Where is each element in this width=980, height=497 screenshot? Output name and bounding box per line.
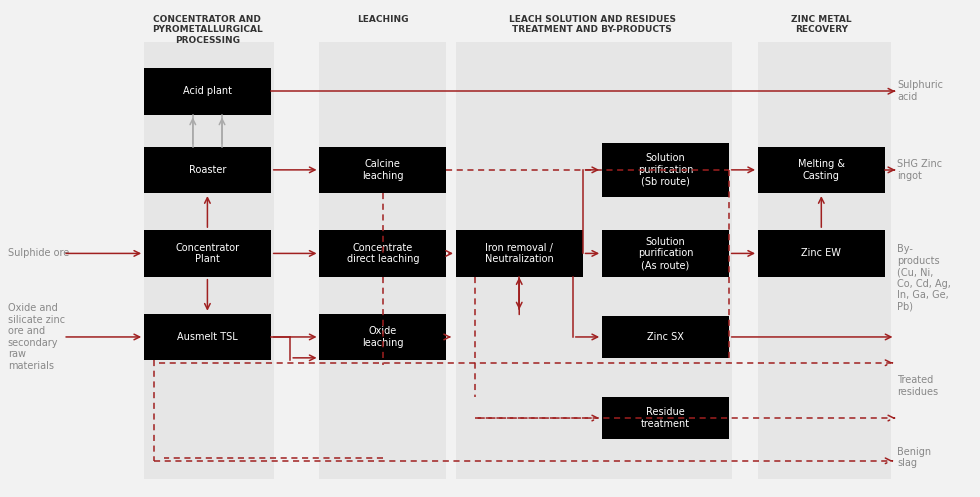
Text: Benign
slag: Benign slag (898, 447, 931, 468)
Text: Solution
purification
(As route): Solution purification (As route) (638, 237, 693, 270)
Bar (602, 397, 729, 439)
Bar (758, 147, 885, 193)
Text: Concentrator
Plant: Concentrator Plant (175, 243, 239, 264)
Bar (144, 42, 273, 480)
Bar (144, 147, 270, 193)
Bar (758, 230, 885, 277)
Text: Zinc SX: Zinc SX (647, 332, 684, 342)
Text: Oxide and
silicate zinc
ore and
secondary
raw
materials: Oxide and silicate zinc ore and secondar… (8, 303, 65, 371)
Bar (144, 68, 270, 115)
Bar (602, 143, 729, 197)
Bar (319, 147, 446, 193)
Bar (602, 316, 729, 358)
Text: Oxide
leaching: Oxide leaching (362, 326, 404, 348)
Bar (144, 230, 270, 277)
Text: Acid plant: Acid plant (183, 86, 232, 96)
Text: Sulphuric
acid: Sulphuric acid (898, 81, 944, 102)
Bar (456, 230, 582, 277)
Bar (144, 314, 270, 360)
Text: ZINC METAL
RECOVERY: ZINC METAL RECOVERY (791, 15, 852, 34)
Text: Residue
treatment: Residue treatment (641, 407, 690, 429)
Bar (602, 230, 729, 277)
Text: Melting &
Casting: Melting & Casting (798, 159, 845, 181)
Bar (319, 230, 446, 277)
Text: Calcine
leaching: Calcine leaching (362, 159, 404, 181)
Text: LEACHING: LEACHING (357, 15, 409, 24)
Bar (319, 42, 446, 480)
Bar (456, 42, 732, 480)
Text: Iron removal /
Neutralization: Iron removal / Neutralization (485, 243, 554, 264)
Text: Sulphide ore: Sulphide ore (8, 248, 69, 258)
Text: Roaster: Roaster (189, 165, 226, 175)
Bar (319, 314, 446, 360)
Text: By-
products
(Cu, Ni,
Co, Cd, Ag,
In, Ga, Ge,
Pb): By- products (Cu, Ni, Co, Cd, Ag, In, Ga… (898, 244, 952, 312)
Text: Concentrate
direct leaching: Concentrate direct leaching (347, 243, 419, 264)
Text: LEACH SOLUTION AND RESIDUES
TREATMENT AND BY-PRODUCTS: LEACH SOLUTION AND RESIDUES TREATMENT AN… (509, 15, 676, 34)
Bar (758, 42, 892, 480)
Text: Solution
purification
(Sb route): Solution purification (Sb route) (638, 153, 693, 186)
Text: SHG Zinc
ingot: SHG Zinc ingot (898, 159, 943, 181)
Text: Ausmelt TSL: Ausmelt TSL (177, 332, 238, 342)
Text: Treated
residues: Treated residues (898, 375, 939, 397)
Text: CONCENTRATOR AND
PYROMETALLURGICAL
PROCESSING: CONCENTRATOR AND PYROMETALLURGICAL PROCE… (152, 15, 263, 45)
Text: Zinc EW: Zinc EW (802, 248, 841, 258)
